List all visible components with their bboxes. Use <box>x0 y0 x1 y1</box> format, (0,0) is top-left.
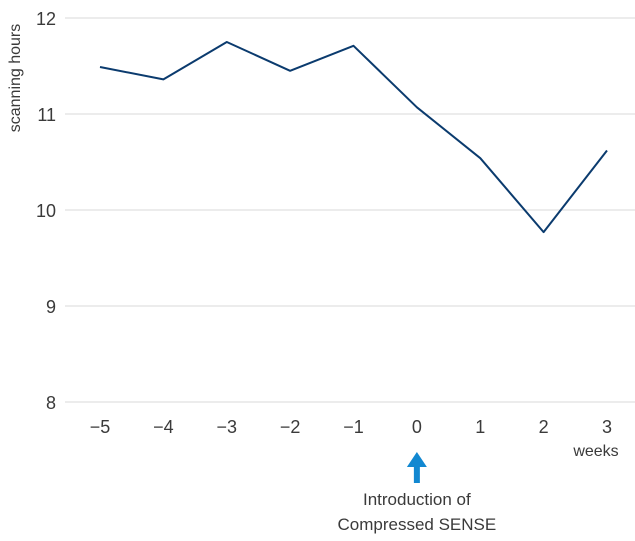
x-tick-label: −2 <box>280 417 301 437</box>
x-tick-label: 2 <box>539 417 549 437</box>
x-tick-label: 1 <box>475 417 485 437</box>
annotation-line-2: Compressed SENSE <box>338 515 497 534</box>
x-tick-label: −4 <box>153 417 174 437</box>
y-axis-label: scanning hours <box>7 24 24 133</box>
annotation: Introduction of Compressed SENSE <box>338 452 497 534</box>
y-tick-label: 9 <box>46 297 56 317</box>
up-arrow-icon <box>406 452 427 483</box>
y-tick-label: 12 <box>36 9 56 29</box>
grid-lines <box>65 17 635 403</box>
series-line-0 <box>99 41 608 234</box>
x-tick-label: −5 <box>90 417 111 437</box>
y-tick-label: 11 <box>37 105 56 125</box>
x-axis-label: weeks <box>572 443 618 460</box>
x-tick-label: −3 <box>216 417 237 437</box>
x-tick-label: 0 <box>412 417 422 437</box>
x-tick-label: 3 <box>602 417 612 437</box>
y-tick-label: 8 <box>46 393 56 413</box>
y-tick-label: 10 <box>36 201 56 221</box>
series-layer <box>99 41 608 234</box>
y-tick-labels: 8 9 10 11 12 <box>36 9 56 413</box>
annotation-line-1: Introduction of <box>363 490 471 509</box>
x-tick-labels: −5 −4 −3 −2 −1 0 1 2 3 <box>90 417 612 437</box>
x-tick-label: −1 <box>343 417 364 437</box>
